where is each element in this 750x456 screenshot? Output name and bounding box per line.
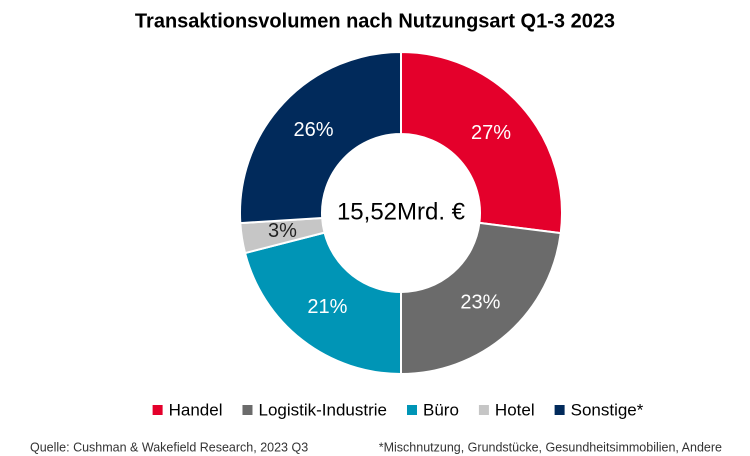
donut-segment bbox=[243, 231, 402, 376]
center-label: 15,52Mrd. € bbox=[337, 198, 466, 225]
donut-segment bbox=[400, 50, 563, 235]
footnote: *Mischnutzung, Grundstücke, Gesundheitsi… bbox=[379, 440, 722, 454]
data-label: 27% bbox=[471, 122, 511, 144]
data-label: 3% bbox=[268, 220, 297, 242]
data-label: 21% bbox=[307, 296, 347, 318]
legend-swatch bbox=[242, 405, 253, 415]
legend-label: Büro bbox=[423, 400, 459, 419]
chart-title: Transaktionsvolumen nach Nutzungsart Q1-… bbox=[135, 10, 615, 32]
legend-swatch bbox=[554, 405, 565, 415]
legend-label: Logistik-Industrie bbox=[258, 400, 387, 419]
donut-segment bbox=[239, 50, 402, 225]
legend-label: Hotel bbox=[495, 400, 535, 419]
source: Quelle: Cushman & Wakefield Research, 20… bbox=[30, 440, 308, 454]
legend-swatch bbox=[478, 405, 489, 415]
donut-segment bbox=[400, 221, 562, 376]
legend-label: Sonstige* bbox=[571, 400, 644, 419]
data-label: 23% bbox=[460, 291, 500, 313]
data-label: 26% bbox=[294, 119, 334, 141]
legend-swatch bbox=[152, 405, 163, 415]
legend-swatch bbox=[407, 405, 417, 415]
legend-label: Handel bbox=[169, 400, 223, 419]
